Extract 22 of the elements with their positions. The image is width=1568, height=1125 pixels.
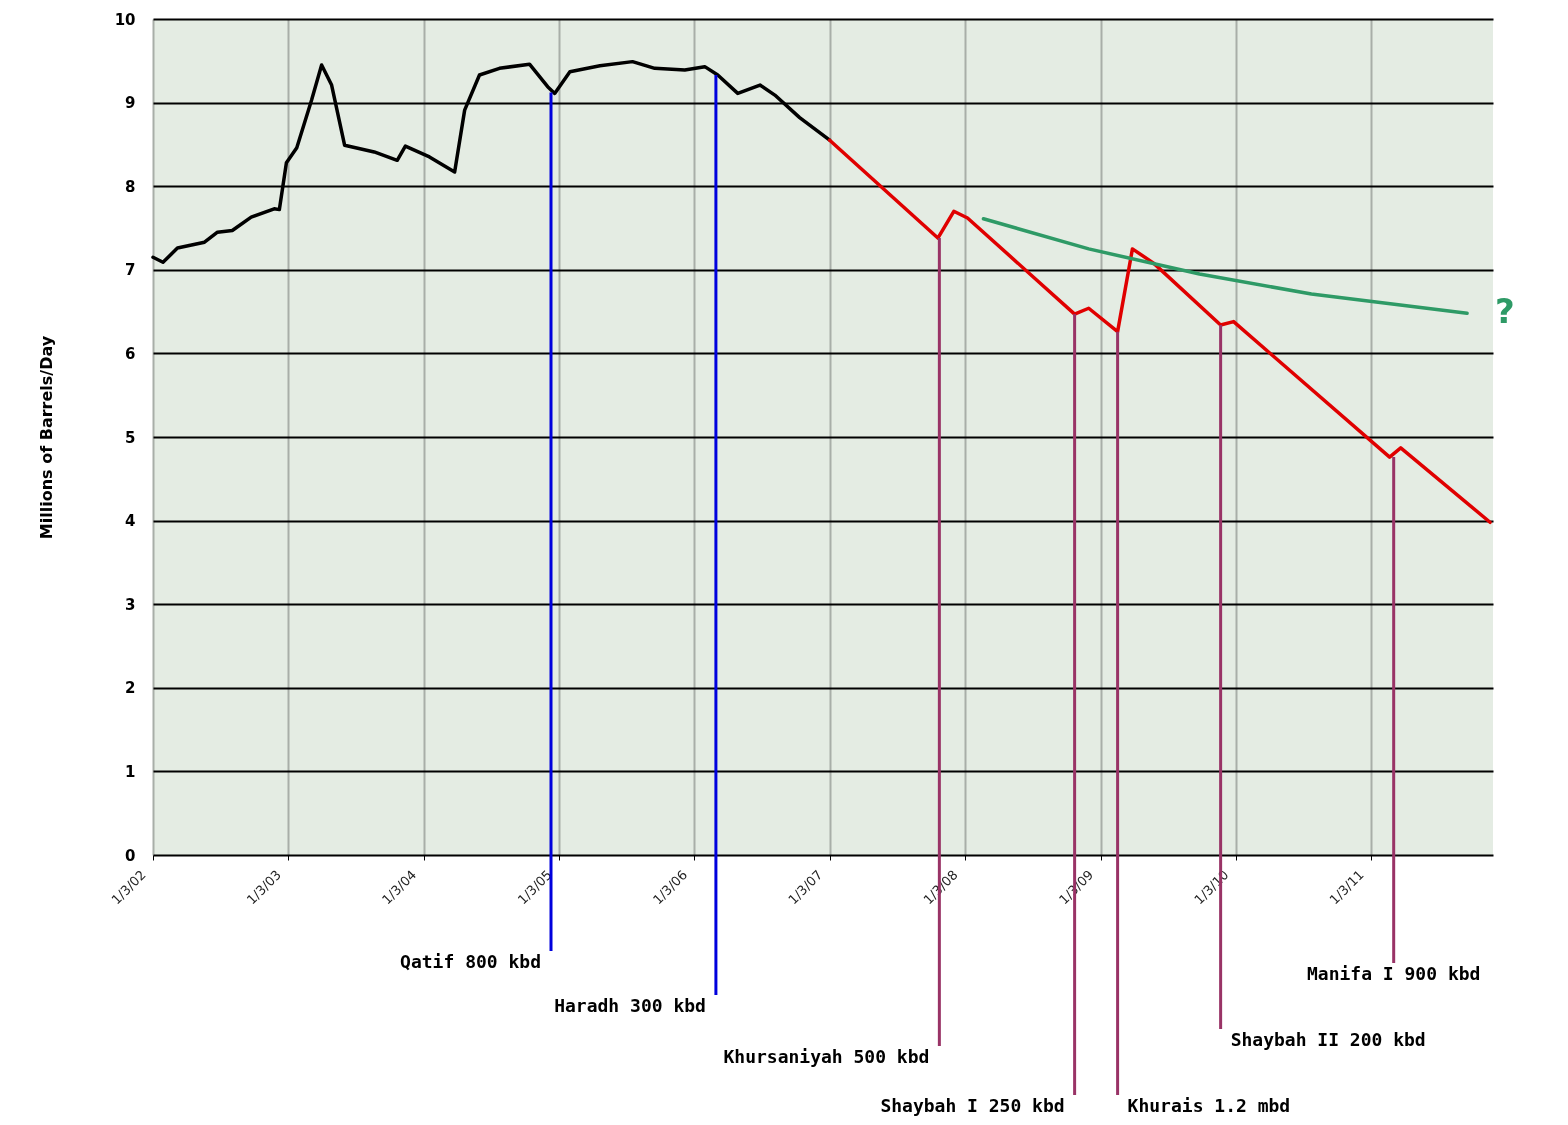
y-tick-label: 4 <box>125 512 136 531</box>
y-tick-label: 10 <box>114 10 136 29</box>
annotation: Manifa I 900 kbd <box>1306 963 1481 984</box>
annotation: Haradh 300 kbd <box>554 995 706 1016</box>
y-tick-label: 0 <box>125 846 136 865</box>
annotation: Khursaniyah 500 kbd <box>723 1046 930 1067</box>
y-tick-label: 5 <box>125 428 136 447</box>
annotation: Khurais 1.2 mbd <box>1127 1095 1291 1116</box>
text: ? <box>1495 291 1515 332</box>
y-tick-label: 2 <box>125 679 136 698</box>
y-axis-title: Millions of Barrels/Day <box>36 335 56 540</box>
y-tick-label: 9 <box>125 94 136 113</box>
y-tick-label: 8 <box>125 177 136 196</box>
y-tick-label: 6 <box>125 344 136 363</box>
y-tick-label: 3 <box>125 595 136 614</box>
annotation: Shaybah I 250 kbd <box>880 1095 1065 1116</box>
y-tick-label: 1 <box>125 762 136 781</box>
annotation: Shaybah II 200 kbd <box>1230 1029 1426 1050</box>
annotation: Qatif 800 kbd <box>400 951 541 972</box>
line-series <box>981 217 1469 316</box>
line-series <box>827 138 1492 525</box>
y-tick-label: 7 <box>125 261 136 280</box>
